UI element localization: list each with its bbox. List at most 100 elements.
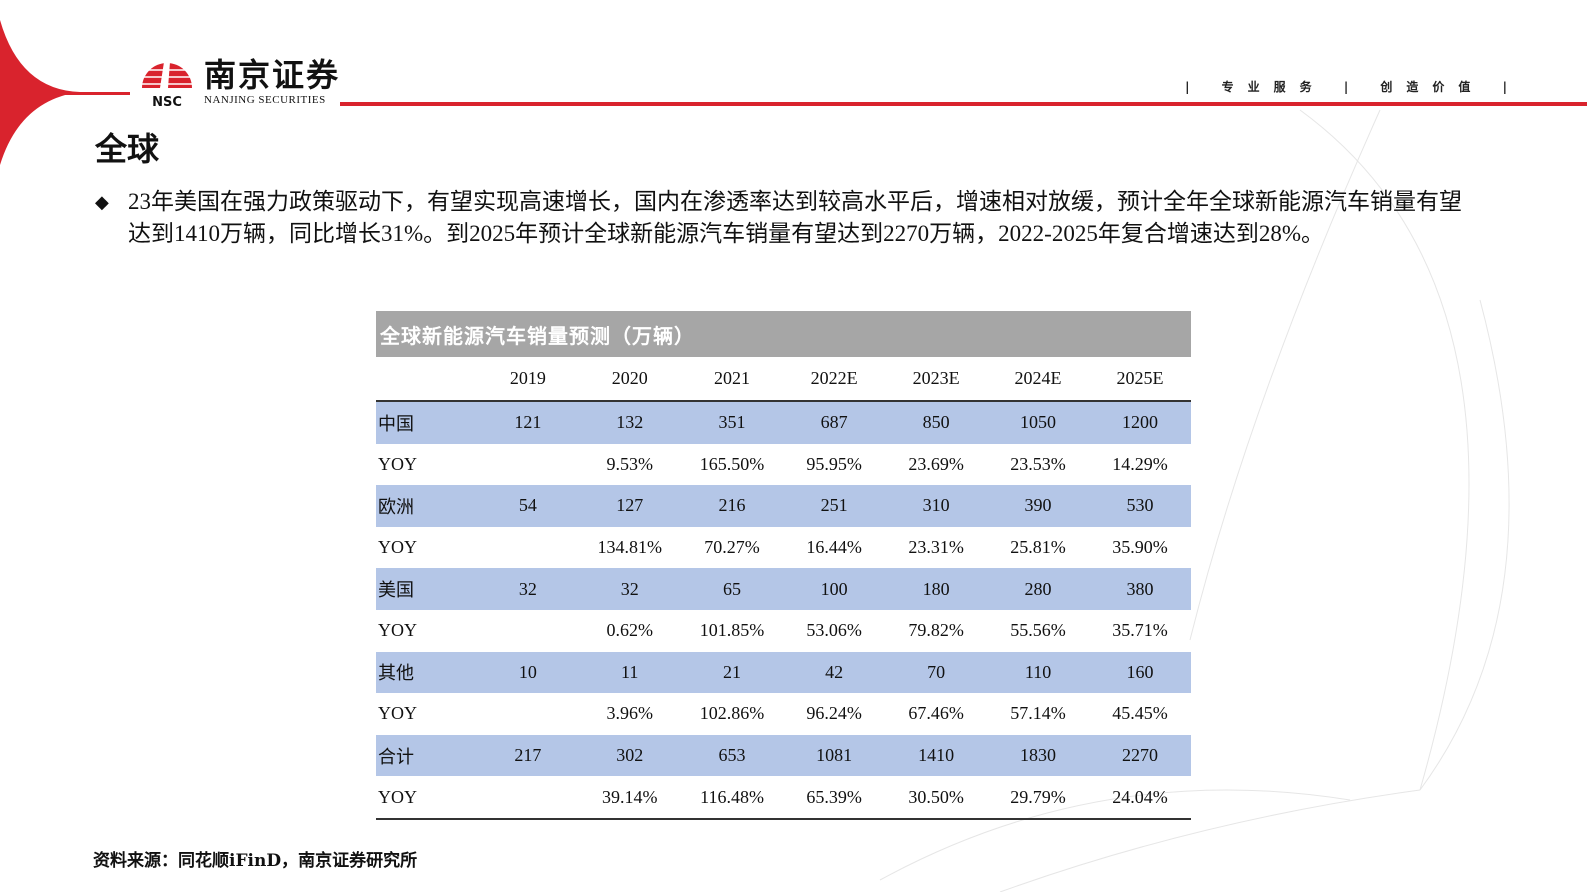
table-cell: 29.79% xyxy=(987,776,1089,820)
page-title: 全球 xyxy=(95,130,160,168)
table-row: 合计 217 302 653 1081 1410 1830 2270 xyxy=(376,734,1191,777)
table-cell: 25.81% xyxy=(1010,537,1066,558)
table-cell: 16.44% xyxy=(806,537,862,558)
table-cell: 101.85% xyxy=(699,620,765,641)
bullet-point: ◆ 23年美国在强力政策驱动下，有望实现高速增长，国内在渗透率达到较高水平后，增… xyxy=(95,186,1475,249)
table-row: YOY 3.96% 102.86% 96.24% 67.46% 57.14% 45.45% xyxy=(376,693,1191,735)
table-cell: 42 xyxy=(783,651,886,694)
table-cell: 380 xyxy=(1089,568,1191,610)
header-rule-left xyxy=(60,92,130,95)
column-header: 2025E xyxy=(1089,357,1191,402)
table-cell: 110 xyxy=(987,651,1089,694)
table-cell: 79.82% xyxy=(908,620,964,641)
row-label: 合计 xyxy=(376,734,478,777)
table-cell: 39.14% xyxy=(578,776,681,820)
slogan: | 专业服务 | 创造价值 | xyxy=(1185,80,1521,94)
table-cell xyxy=(477,527,578,569)
table-cell xyxy=(477,610,578,652)
table-cell: 53.06% xyxy=(806,620,862,641)
table-cell: 0.62% xyxy=(606,620,653,641)
table-cell: 11 xyxy=(578,651,681,694)
table-cell: 1830 xyxy=(987,734,1089,777)
table-cell: 35.71% xyxy=(1112,620,1168,641)
table-cell: 302 xyxy=(578,734,681,777)
column-header: 2021 xyxy=(680,357,784,402)
table-cell: 1410 xyxy=(885,734,988,777)
table-row: YOY 0.62% 101.85% 53.06% 79.82% 55.56% 35.71% xyxy=(376,610,1191,652)
row-label: YOY xyxy=(378,453,417,474)
table-header-row: 2019 2020 2021 2022E 2023E 2024E 2025E xyxy=(376,357,1191,402)
table-row: YOY 9.53% 165.50% 95.95% 23.69% 23.53% 14.29% xyxy=(376,444,1191,486)
table-cell: 280 xyxy=(987,568,1089,610)
column-header: 2023E xyxy=(885,357,988,402)
table-cell: 10 xyxy=(477,651,579,694)
table-row: YOY 39.14% 116.48% 65.39% 30.50% 29.79% 24.04% xyxy=(376,776,1191,820)
table-cell: 57.14% xyxy=(1010,703,1066,724)
company-logo: NSC 南京证券 NANJING SECURITIES xyxy=(140,58,340,108)
bullet-text: 23年美国在强力政策驱动下，有望实现高速增长，国内在渗透率达到较高水平后，增速相… xyxy=(128,189,1462,246)
table-row: 美国 32 32 65 100 180 280 380 xyxy=(376,568,1191,610)
table-cell: 95.95% xyxy=(806,453,862,474)
row-label: YOY xyxy=(378,537,417,558)
table-cell: 70 xyxy=(885,651,988,694)
brand-name-en: NANJING SECURITIES xyxy=(204,94,326,106)
table-cell: 687 xyxy=(783,401,886,444)
table-cell: 351 xyxy=(680,401,784,444)
table-cell: 216 xyxy=(680,485,784,527)
table-cell: 165.50% xyxy=(699,453,765,474)
table-cell: 116.48% xyxy=(680,776,784,820)
row-label: YOY xyxy=(376,776,478,820)
nsc-logo-icon: NSC xyxy=(142,62,192,108)
table-cell: 32 xyxy=(578,568,681,610)
table-row: YOY 134.81% 70.27% 16.44% 23.31% 25.81% 35.90% xyxy=(376,527,1191,569)
row-label: 美国 xyxy=(376,568,478,610)
table-cell: 134.81% xyxy=(597,537,662,558)
table-cell: 132 xyxy=(578,401,681,444)
table-cell: 1081 xyxy=(783,734,886,777)
table-cell: 54 xyxy=(477,485,579,527)
table-cell: 2270 xyxy=(1089,734,1191,777)
table-row: 其他 10 11 21 42 70 110 160 xyxy=(376,651,1191,694)
table-cell: 96.24% xyxy=(806,703,862,724)
table-cell: 70.27% xyxy=(704,537,760,558)
table-cell: 23.53% xyxy=(1010,453,1066,474)
table-cell: 9.53% xyxy=(606,453,653,474)
table-cell: 102.86% xyxy=(699,703,765,724)
table-cell: 55.56% xyxy=(1010,620,1066,641)
table-cell: 310 xyxy=(885,485,988,527)
table-cell: 251 xyxy=(783,485,886,527)
table-cell: 1200 xyxy=(1089,401,1191,444)
diamond-bullet-icon: ◆ xyxy=(95,192,109,213)
column-header: 2020 xyxy=(578,357,681,402)
table-row: 中国 121 132 351 687 850 1050 1200 xyxy=(376,401,1191,444)
table-cell: 65.39% xyxy=(783,776,886,820)
table-cell: 30.50% xyxy=(885,776,988,820)
table-row: 欧洲 54 127 216 251 310 390 530 xyxy=(376,485,1191,527)
table-cell: 121 xyxy=(477,401,579,444)
table-cell: 217 xyxy=(477,734,579,777)
table-cell: 21 xyxy=(680,651,784,694)
brand-name-cn: 南京证券 xyxy=(204,56,341,94)
table-cell: 3.96% xyxy=(606,703,653,724)
header-rule xyxy=(340,102,1587,106)
table-cell: 67.46% xyxy=(908,703,964,724)
table-cell: 100 xyxy=(783,568,886,610)
table-cell: 24.04% xyxy=(1089,776,1191,820)
column-header: 2019 xyxy=(477,357,579,402)
corner-swoosh xyxy=(0,20,80,165)
table-cell: 23.69% xyxy=(908,453,964,474)
source-note: 资料来源：同花顺iFinD，南京证券研究所 xyxy=(93,851,418,871)
column-header: 2024E xyxy=(987,357,1089,402)
table-cell xyxy=(477,693,578,735)
svg-text:NSC: NSC xyxy=(152,95,182,108)
row-label: 中国 xyxy=(376,401,478,444)
table-cell xyxy=(477,444,578,486)
table-cell: 1050 xyxy=(987,401,1089,444)
table-cell: 653 xyxy=(680,734,784,777)
table-cell: 65 xyxy=(680,568,784,610)
table-cell: 180 xyxy=(885,568,988,610)
table-cell: 530 xyxy=(1089,485,1191,527)
table-cell: 850 xyxy=(885,401,988,444)
table-cell: 35.90% xyxy=(1112,537,1168,558)
row-label: YOY xyxy=(378,703,417,724)
